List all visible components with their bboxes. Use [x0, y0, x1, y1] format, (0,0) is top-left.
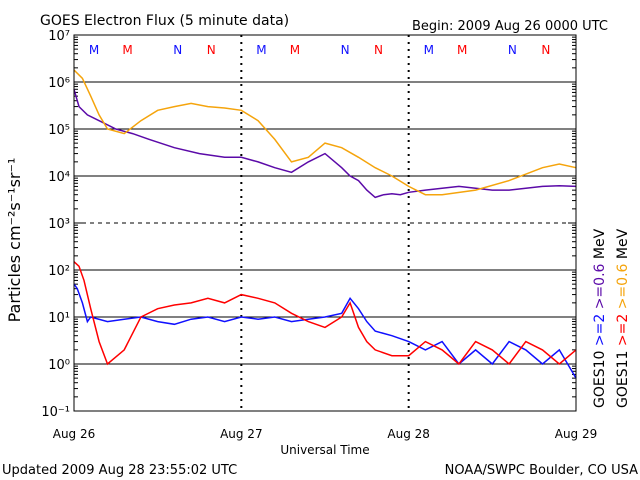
- y-tick-labels: 10⁻¹ 10⁰ 10¹ 10² 10³ 10⁴ 10⁵ 10⁶ 10⁷: [41, 29, 70, 420]
- updated-time: Updated 2009 Aug 28 23:55:02 UTC: [2, 463, 237, 478]
- plot-frame: [73, 34, 577, 412]
- y-tick-label: 10⁷: [48, 29, 70, 44]
- day-marker: N: [541, 43, 550, 57]
- y-tick-label: 10⁵: [48, 123, 70, 138]
- y-tick-label: 10²: [48, 264, 70, 279]
- legend-item: GOES11: [615, 351, 631, 408]
- legend-column: GOES11 >=2 >=0.6 MeV: [615, 228, 631, 408]
- day-marker: M: [89, 43, 99, 57]
- day-marker: N: [508, 43, 517, 57]
- series-layer: [73, 69, 577, 379]
- day-marker: M: [256, 43, 266, 57]
- legend-item: GOES10: [592, 351, 608, 408]
- x-axis-label: Universal Time: [280, 443, 369, 457]
- series-line: [73, 261, 577, 366]
- day-marker: M: [424, 43, 434, 57]
- legend-item: >=0.6: [592, 263, 608, 313]
- legend-column: GOES10 >=2 >=0.6 MeV: [592, 228, 608, 408]
- y-tick-label: 10⁶: [48, 76, 70, 91]
- x-tick-label: Aug 26: [53, 427, 96, 441]
- grid-layer: [74, 34, 576, 412]
- y-axis-label: Particles cm⁻²s⁻¹sr⁻¹: [5, 158, 24, 323]
- legend-item: >=2: [615, 314, 631, 351]
- day-marker: N: [341, 43, 350, 57]
- series-line: [73, 283, 577, 379]
- series-line: [73, 69, 577, 196]
- day-marker: M: [290, 43, 300, 57]
- x-tick-label: Aug 29: [555, 427, 598, 441]
- legend-item: MeV: [592, 228, 608, 263]
- legend-item: MeV: [615, 228, 631, 263]
- y-tick-label: 10⁻¹: [41, 405, 70, 420]
- day-marker: M: [457, 43, 467, 57]
- day-marker: N: [374, 43, 383, 57]
- x-tick-label: Aug 27: [220, 427, 263, 441]
- y-tick-label: 10¹: [48, 311, 70, 326]
- day-marker: M: [122, 43, 132, 57]
- legend-item: >=0.6: [615, 263, 631, 313]
- begin-time: Begin: 2009 Aug 26 0000 UTC: [412, 19, 608, 34]
- x-tick-labels: Aug 26 Aug 27 Aug 28 Aug 29: [53, 427, 598, 441]
- legend-item: >=2: [592, 314, 608, 351]
- y-tick-label: 10³: [48, 217, 70, 232]
- day-marker: N: [173, 43, 182, 57]
- chart-title: GOES Electron Flux (5 minute data): [40, 13, 289, 29]
- y-tick-label: 10⁴: [48, 170, 70, 185]
- x-tick-label: Aug 28: [387, 427, 430, 441]
- data-source: NOAA/SWPC Boulder, CO USA: [445, 463, 638, 478]
- day-marker: N: [207, 43, 216, 57]
- y-tick-label: 10⁰: [48, 358, 70, 373]
